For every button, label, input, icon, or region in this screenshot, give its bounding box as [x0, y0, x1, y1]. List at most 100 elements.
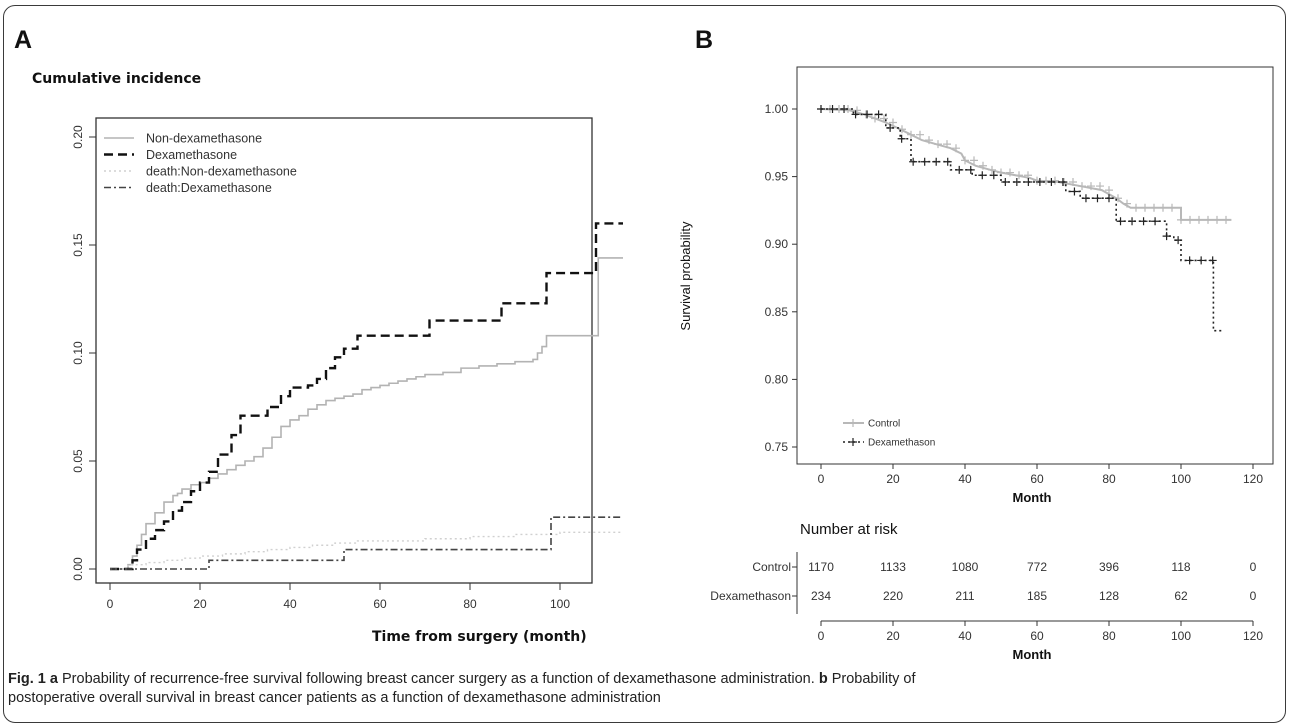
- risk-table-x-tick-label: 120: [1243, 629, 1263, 643]
- panel-b-censor-mark-1: [1081, 194, 1090, 203]
- panel-b-x-tick-label: 0: [818, 472, 825, 486]
- panel-b-ylabel: Survival probability: [678, 221, 693, 331]
- panel-a-legend-label-3: death:Dexamethasone: [146, 181, 272, 195]
- panel-b-censor-mark-1: [989, 171, 998, 180]
- panel-b-censor-mark-1: [1105, 194, 1113, 203]
- panel-b-censor-mark-1: [874, 110, 883, 119]
- panel-b-censor-mark-0: [889, 118, 897, 127]
- panel-b-censor-mark-0: [961, 156, 969, 165]
- panel-b-y-tick-label: 0.90: [765, 237, 789, 251]
- panel-b-censor-mark-1: [851, 110, 860, 119]
- panel-b-censor-mark-0: [1024, 171, 1032, 180]
- panel-b-x-tick-label: 60: [1030, 472, 1044, 486]
- panel-b-censor-mark-0: [853, 106, 861, 115]
- panel-b-y-tick-label: 0.95: [765, 170, 789, 184]
- risk-row-label-control: Control: [752, 560, 791, 574]
- panel-b-censor-mark-1: [1116, 217, 1125, 226]
- risk-table: 1170 1133 1080 772 396 118 0 234 220 211 185 128 62 0…: [792, 552, 1263, 643]
- caption-b-text-2: postoperative overall survival in breast…: [8, 690, 661, 706]
- panel-b-censor-mark-1: [897, 134, 906, 143]
- risk-table-x-tick-label: 40: [958, 629, 972, 643]
- risk-table-cell: 1080: [952, 560, 979, 574]
- panel-b-censor-mark-0: [1078, 182, 1086, 191]
- risk-table-xlabel: Month: [1013, 647, 1052, 662]
- panel-a-x-tick-label: 60: [373, 597, 387, 611]
- panel-b-censor-mark-0: [1051, 176, 1059, 185]
- panel-b-censor-mark-0: [1132, 203, 1140, 212]
- panel-b-censor-mark-0: [1213, 215, 1221, 224]
- panel-b-censor-mark-1: [966, 165, 975, 174]
- panel-b-censor-mark-1: [920, 157, 929, 166]
- panel-b-censor-mark-0: [1150, 203, 1158, 212]
- panel-b-censor-mark-0: [970, 156, 978, 165]
- panel-b-censor-mark-0: [1015, 171, 1023, 180]
- panel-b-y-tick-label: 0.75: [765, 440, 789, 454]
- panel-b-censor-mark-1: [1128, 217, 1137, 226]
- risk-table-cell: 185: [1027, 589, 1047, 603]
- panel-b-censor-mark-1: [1058, 178, 1067, 187]
- panel-b-censor-mark-0: [1195, 215, 1203, 224]
- risk-table-x-tick-label: 60: [1030, 629, 1044, 643]
- panel-a-title: Cumulative incidence: [32, 71, 201, 87]
- risk-table-x-tick-label: 0: [818, 629, 825, 643]
- panel-b-y-tick-label: 1.00: [765, 102, 789, 116]
- panel-b-series-line-1: [821, 108, 1225, 332]
- panel-b-censor-mark-1: [817, 105, 825, 113]
- panel-b-censor-mark-1: [1012, 178, 1021, 187]
- risk-table-cell: 772: [1027, 560, 1047, 574]
- panel-b-censor-mark-1: [978, 171, 987, 180]
- panel-b-censor-mark-0: [1087, 182, 1095, 191]
- risk-table-cell: 118: [1171, 560, 1190, 574]
- panel-b-y-tick-label: 0.85: [765, 305, 789, 319]
- panel-a-series-line-1: [110, 222, 623, 571]
- panel-b-censor-mark-0: [934, 140, 942, 149]
- panel-b-legend-label-1: Dexamethason: [868, 438, 935, 449]
- panel-b-censor-mark-1: [828, 105, 837, 113]
- panel-b-legend-marker-1: [849, 438, 857, 446]
- panel-b-censor-mark-1: [932, 157, 941, 166]
- panel-b-censor-mark-1: [1001, 178, 1010, 187]
- panel-a-y-tick-label: 0.20: [71, 125, 85, 149]
- panel-b-censor-mark-1: [1139, 217, 1148, 226]
- panel-a-xlabel: Time from surgery (month): [372, 629, 587, 645]
- panel-b-censor-mark-1: [1047, 178, 1056, 187]
- panel-b-censor-mark-0: [1141, 203, 1149, 212]
- panel-b-censor-mark-1: [1162, 232, 1171, 241]
- panel-b-censor-mark-0: [943, 140, 951, 149]
- panel-b-censor-mark-0: [1186, 215, 1194, 224]
- panel-b-censor-mark-0: [880, 114, 888, 123]
- risk-table-cell: 234: [811, 589, 831, 603]
- panel-b-xlabel: Month: [1013, 490, 1052, 505]
- risk-table-x-tick-label: 80: [1102, 629, 1116, 643]
- panel-b-censor-mark-0: [898, 125, 906, 134]
- panel-b-censor-mark-1: [1208, 256, 1217, 265]
- panel-b-censor-mark-1: [943, 157, 952, 166]
- panel-a-plot-frame: [95, 117, 593, 584]
- panel-a-legend-label-2: death:Non-dexamethasone: [146, 165, 297, 179]
- risk-table-cell: 62: [1174, 589, 1188, 603]
- risk-table-x-tick-label: 100: [1171, 629, 1191, 643]
- panel-b-x-tick-label: 120: [1243, 472, 1263, 486]
- panel-b-censor-mark-1: [1185, 256, 1194, 265]
- panel-a-x-tick-label: 80: [463, 597, 477, 611]
- panel-a-series-line-3: [110, 516, 623, 570]
- caption-a-text: Probability of recurrence-free survival …: [62, 671, 815, 687]
- risk-table-cell: 128: [1099, 589, 1119, 603]
- panel-b-censor-mark-1: [1151, 217, 1160, 226]
- panel-a-x-tick-label: 0: [107, 597, 114, 611]
- panel-a-legend-label-0: Non-dexamethasone: [146, 132, 262, 146]
- panel-b-censor-mark-0: [871, 114, 879, 123]
- panel-b-y-tick-label: 0.80: [765, 372, 789, 386]
- panel-b-censor-mark-0: [1096, 182, 1104, 191]
- panel-b-legend-marker-0: [849, 419, 857, 427]
- risk-table-cell: 211: [955, 589, 974, 603]
- panel-b-plot: 0 20 40 60 80 100 120 0.75 0.80 0.85 0.90 0.95 1.00 C…: [765, 66, 1274, 486]
- panel-a-x-tick-label: 100: [550, 597, 570, 611]
- panel-a-plot: 0 20 40 60 80 100 0.00 0.05 0.10 0.15 0.20 Non-dexa…: [71, 117, 623, 611]
- panel-b-censor-mark-0: [1177, 215, 1185, 224]
- panel-a-y-tick-label: 0.00: [71, 557, 85, 581]
- panel-a-y-tick-label: 0.05: [71, 449, 85, 473]
- panel-b-censor-mark-1: [1035, 178, 1044, 187]
- risk-row-label-dexamethason: Dexamethason: [710, 589, 791, 603]
